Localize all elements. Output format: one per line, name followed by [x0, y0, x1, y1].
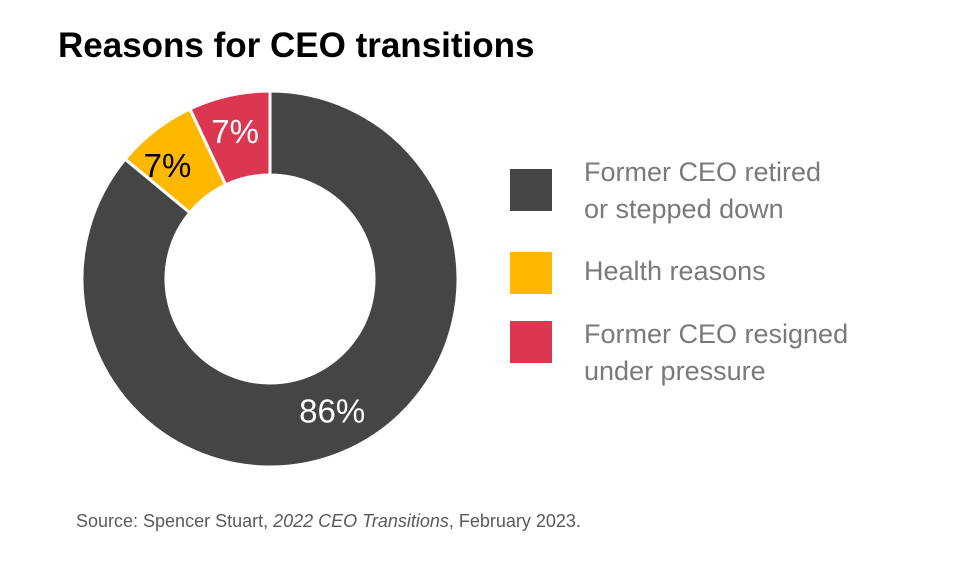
legend-label-retired: Former CEO retired or stepped down: [584, 157, 822, 224]
data-label-resigned: 7%: [211, 113, 259, 150]
source-suffix: , February 2023.: [448, 511, 581, 531]
legend-label-resigned: Former CEO resigned under pressure: [584, 319, 849, 386]
source-prefix: Source: Spencer Stuart,: [76, 511, 274, 531]
legend-swatch-resigned: [510, 321, 552, 363]
legend-item-retired: Former CEO retired or stepped down: [510, 157, 950, 240]
legend-label-health: Health reasons: [584, 256, 766, 286]
source-note: Source: Spencer Stuart, 2022 CEO Transit…: [76, 511, 581, 532]
source-publication: 2022 CEO Transitions: [273, 511, 449, 531]
legend-item-health: Health reasons: [510, 252, 950, 332]
legend-item-resigned: Former CEO resigned under pressure: [510, 318, 950, 398]
donut-slice-resigned: [188, 89, 272, 187]
legend-swatch-health: [510, 252, 552, 294]
data-label-health: 7%: [144, 147, 192, 184]
chart-title: Reasons for CEO transitions: [58, 26, 535, 65]
donut-slice-retired: [80, 89, 460, 469]
donut-chart: 86% 7% 7%: [80, 89, 460, 469]
legend-swatch-retired: [510, 169, 552, 211]
donut-slices: [80, 89, 460, 469]
donut-data-labels: 86% 7% 7%: [144, 113, 366, 430]
data-label-retired: 86%: [299, 393, 365, 430]
